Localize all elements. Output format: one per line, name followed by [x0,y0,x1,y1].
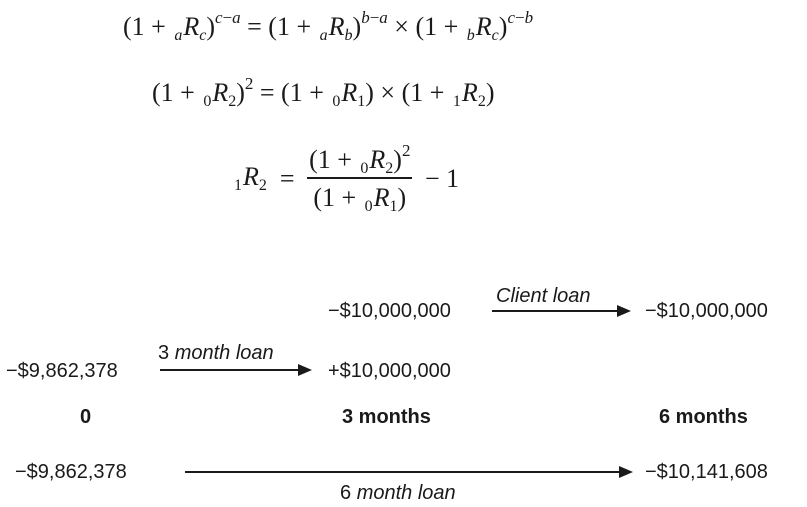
six-month-loan-label: 6 month loan [340,483,456,503]
client-loan-arrow [492,305,631,317]
middle-row-left-amount: −$9,862,378 [6,360,118,382]
fraction: (1 + 0R2)2 (1 + 0R1) [307,141,413,215]
six-month-loan-arrow [185,466,633,478]
three-month-loan-text: month loan [174,342,274,364]
time-label-zero: 0 [80,406,92,428]
equation-forward-rate-solution: 1R2 = (1 + 0R2)2 (1 + 0R1) − 1 [234,141,460,215]
bottom-row-left-amount: −$9,862,378 [15,461,127,483]
equation-forward-rate-general: (1 + aRc)c−a = (1 + aRb)b−a × (1 + bRc)c… [123,8,534,44]
six-month-loan-number: 6 [340,482,352,504]
bottom-row-right-amount: −$10,141,608 [645,461,768,483]
time-label-six-months: 6 months [659,406,748,428]
top-row-right-amount: −$10,000,000 [645,300,768,322]
three-month-loan-arrow [160,364,312,376]
three-month-loan-label: 3 month loan [158,343,274,363]
equation-forward-rate-two-period: (1 + 0R2)2 = (1 + 0R1) × (1 + 1R2) [152,74,495,110]
top-row-left-amount: −$10,000,000 [328,300,451,322]
middle-row-right-amount: +$10,000,000 [328,360,451,382]
client-loan-label: Client loan [496,286,591,306]
three-month-loan-number: 3 [158,342,170,364]
client-loan-text: Client loan [496,285,591,307]
time-label-three-months: 3 months [342,406,431,428]
fraction-denominator: (1 + 0R1) [307,177,413,215]
six-month-loan-text: month loan [356,482,456,504]
fraction-numerator: (1 + 0R2)2 [309,141,411,177]
